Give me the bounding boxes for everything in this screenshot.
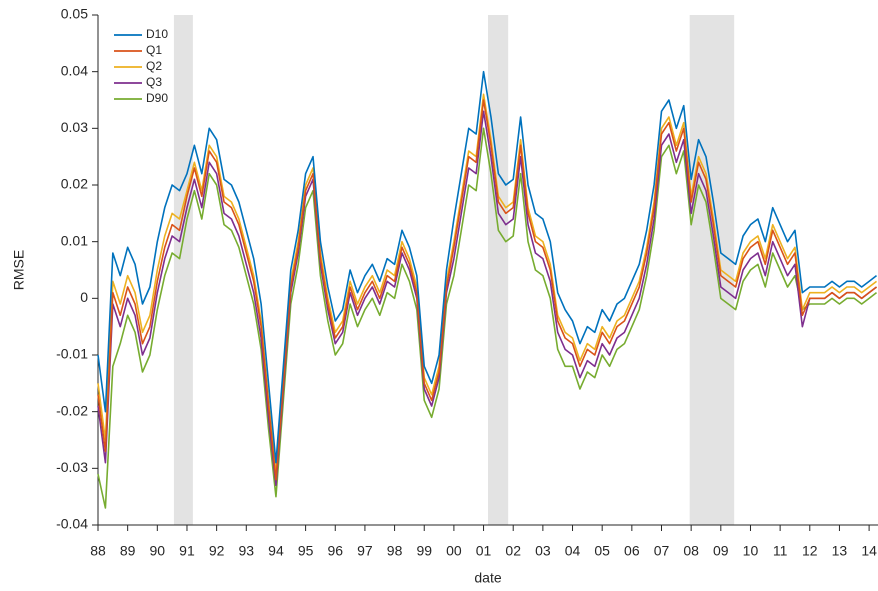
x-axis-label: date: [474, 570, 501, 586]
y-tick-label: -0.02: [56, 402, 88, 418]
x-tick-label: 08: [683, 543, 699, 559]
legend-label: Q3: [146, 75, 162, 89]
x-tick-label: 13: [832, 543, 848, 559]
x-tick-label: 94: [268, 543, 284, 559]
x-tick-label: 01: [476, 543, 492, 559]
x-tick-label: 97: [357, 543, 373, 559]
x-tick-label: 04: [565, 543, 581, 559]
y-tick-label: 0.05: [61, 6, 88, 22]
x-tick-label: 03: [535, 543, 551, 559]
x-tick-label: 99: [416, 543, 432, 559]
y-tick-label: 0.04: [61, 62, 88, 78]
series-line: [97, 127, 878, 509]
x-tick-label: 00: [446, 543, 462, 559]
y-tick-label: 0.03: [61, 119, 88, 135]
x-tick-label: 98: [387, 543, 403, 559]
x-tick-label: 93: [238, 543, 254, 559]
y-tick-label: -0.01: [56, 346, 88, 362]
series-line: [97, 93, 878, 475]
y-tick-label: 0.02: [61, 176, 88, 192]
x-tick-label: 14: [861, 543, 877, 559]
y-tick-label: 0: [80, 289, 88, 305]
x-tick-label: 11: [773, 543, 788, 559]
series-line: [97, 70, 878, 464]
x-tick-label: 09: [713, 543, 729, 559]
x-tick-label: 06: [624, 543, 640, 559]
y-tick-label: -0.04: [56, 516, 88, 532]
x-tick-label: 07: [654, 543, 670, 559]
x-tick-label: 89: [120, 543, 136, 559]
shaded-period: [488, 15, 509, 525]
x-tick-label: 95: [298, 543, 314, 559]
x-tick-label: 96: [327, 543, 343, 559]
shaded-period: [689, 15, 735, 525]
y-axis-label: RMSE: [11, 250, 27, 290]
x-tick-label: 10: [743, 543, 759, 559]
x-tick-label: 02: [505, 543, 521, 559]
x-tick-label: 12: [802, 543, 818, 559]
x-tick-label: 05: [594, 543, 610, 559]
legend: D10 Q1 Q2 Q3 D90: [114, 27, 168, 105]
shaded-period: [173, 15, 193, 525]
legend-label: Q1: [146, 43, 162, 57]
series-line: [97, 110, 878, 487]
legend-label: Q2: [146, 59, 162, 73]
legend-label: D90: [146, 91, 168, 105]
y-tick-label: -0.03: [56, 459, 88, 475]
series-line: [97, 99, 878, 481]
x-tick-label: 90: [150, 543, 166, 559]
x-tick-label: 92: [209, 543, 225, 559]
x-tick-label: 88: [90, 543, 106, 559]
x-tick-label: 91: [179, 543, 195, 559]
legend-label: D10: [146, 27, 168, 41]
y-tick-label: 0.01: [61, 232, 88, 248]
